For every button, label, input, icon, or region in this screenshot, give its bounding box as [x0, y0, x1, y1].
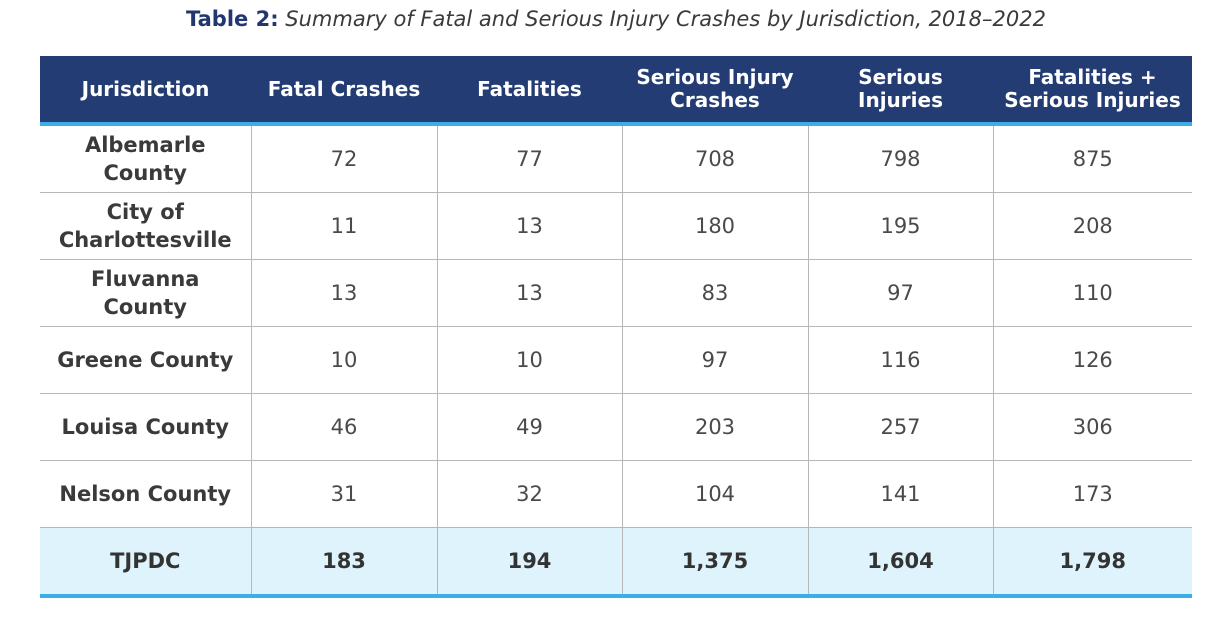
header-fatal-crashes: Fatal Crashes [251, 56, 437, 126]
fatal-crashes-cell: 31 [250, 460, 437, 528]
table-row: Albemarle County 72 77 708 798 875 [40, 124, 1192, 193]
total-fatalities-cell: 194 [436, 527, 622, 598]
header-serious-injuries: Serious Injuries [808, 56, 993, 126]
serious-injuries-cell: 195 [807, 192, 993, 260]
serious-injuries-cell: 257 [807, 393, 993, 461]
total-serious-injuries-cell: 1,604 [807, 527, 993, 598]
jurisdiction-cell: Albemarle County [40, 124, 251, 193]
header-row: Jurisdiction Fatal Crashes Fatalities Se… [40, 56, 1192, 126]
fatalities-cell: 10 [436, 326, 622, 394]
header-fatalities: Fatalities [437, 56, 622, 126]
fatalities-cell: 13 [436, 192, 622, 260]
serious-injury-crashes-cell: 97 [621, 326, 808, 394]
fatal-crashes-cell: 72 [250, 124, 437, 193]
fatal-crashes-cell: 46 [250, 393, 437, 461]
serious-injuries-cell: 97 [807, 259, 993, 327]
serious-injury-crashes-cell: 83 [621, 259, 808, 327]
fatal-crashes-cell: 10 [250, 326, 437, 394]
fatalities-serious-injuries-cell: 208 [992, 192, 1192, 260]
header-jurisdiction: Jurisdiction [40, 56, 251, 126]
fatal-crashes-cell: 11 [250, 192, 437, 260]
crash-summary-table: Jurisdiction Fatal Crashes Fatalities Se… [40, 56, 1192, 598]
table-header: Jurisdiction Fatal Crashes Fatalities Se… [40, 56, 1192, 126]
fatalities-serious-injuries-cell: 173 [992, 460, 1192, 528]
fatalities-serious-injuries-cell: 306 [992, 393, 1192, 461]
total-serious-injury-crashes-cell: 1,375 [621, 527, 808, 598]
jurisdiction-cell: Greene County [40, 326, 251, 394]
serious-injuries-cell: 116 [807, 326, 993, 394]
serious-injury-crashes-cell: 708 [621, 124, 808, 193]
header-serious-injury-crashes: Serious Injury Crashes [622, 56, 808, 126]
table-row: Nelson County 31 32 104 141 173 [40, 460, 1192, 528]
total-label-cell: TJPDC [40, 527, 251, 598]
serious-injury-crashes-cell: 180 [621, 192, 808, 260]
caption-label: Table 2: [186, 7, 279, 31]
serious-injury-crashes-cell: 104 [621, 460, 808, 528]
serious-injuries-cell: 798 [807, 124, 993, 193]
fatalities-serious-injuries-cell: 875 [992, 124, 1192, 193]
table-row: Fluvanna County 13 13 83 97 110 [40, 259, 1192, 327]
table-body: Albemarle County 72 77 708 798 875 City … [40, 124, 1192, 598]
jurisdiction-cell: Fluvanna County [40, 259, 251, 327]
fatalities-serious-injuries-cell: 110 [992, 259, 1192, 327]
total-row: TJPDC 183 194 1,375 1,604 1,798 [40, 527, 1192, 598]
fatalities-cell: 49 [436, 393, 622, 461]
header-fatalities-serious-injuries: Fatalities + Serious Injuries [993, 56, 1192, 126]
fatalities-serious-injuries-cell: 126 [992, 326, 1192, 394]
jurisdiction-cell: Louisa County [40, 393, 251, 461]
fatal-crashes-cell: 13 [250, 259, 437, 327]
total-fatalities-serious-injuries-cell: 1,798 [992, 527, 1192, 598]
caption-text: Summary of Fatal and Serious Injury Cras… [285, 7, 1046, 31]
table-row: Louisa County 46 49 203 257 306 [40, 393, 1192, 461]
table-row: Greene County 10 10 97 116 126 [40, 326, 1192, 394]
jurisdiction-cell: City of Charlottesville [40, 192, 251, 260]
table-caption: Table 2: Summary of Fatal and Serious In… [0, 7, 1232, 31]
jurisdiction-cell: Nelson County [40, 460, 251, 528]
fatalities-cell: 32 [436, 460, 622, 528]
fatalities-cell: 77 [436, 124, 622, 193]
serious-injuries-cell: 141 [807, 460, 993, 528]
total-fatal-crashes-cell: 183 [250, 527, 437, 598]
table-row: City of Charlottesville 11 13 180 195 20… [40, 192, 1192, 260]
fatalities-cell: 13 [436, 259, 622, 327]
serious-injury-crashes-cell: 203 [621, 393, 808, 461]
